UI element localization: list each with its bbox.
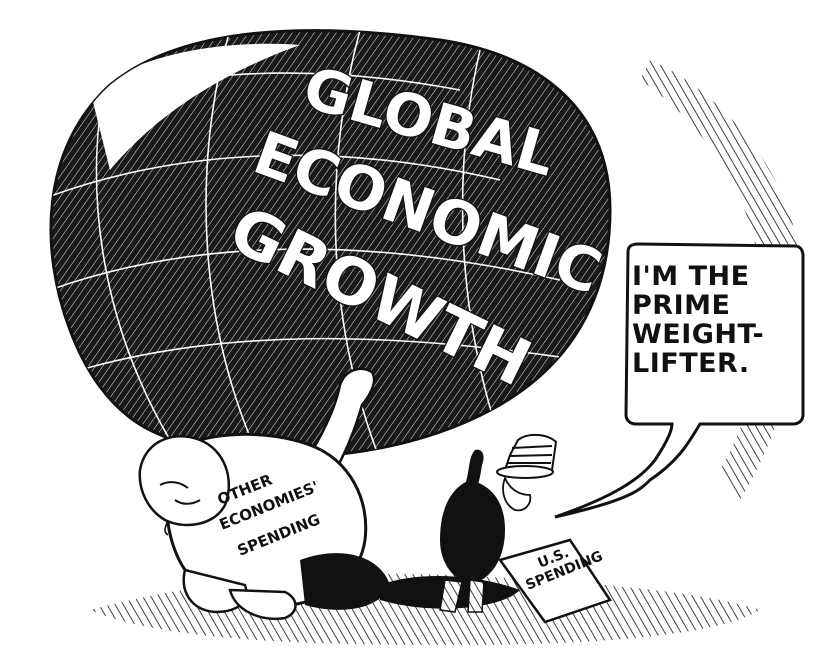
- speech-bubble: [554, 242, 805, 519]
- speech-line-3: WEIGHT-: [632, 319, 765, 350]
- globe: GLOBAL ECONOMIC GROWTH: [49, 28, 612, 459]
- speech-line-2: PRIME: [632, 290, 731, 321]
- large-weightlifter-figure: OTHER ECONOMIES' SPENDING: [138, 367, 390, 621]
- speech-bubble-text: I'M THE PRIME WEIGHT- LIFTER.: [632, 262, 792, 378]
- speech-line-4: LIFTER.: [632, 348, 750, 379]
- uncle-sam-figure: [439, 434, 558, 613]
- us-spending-sign: U.S. SPENDING: [497, 538, 612, 624]
- speech-line-1: I'M THE: [632, 261, 750, 292]
